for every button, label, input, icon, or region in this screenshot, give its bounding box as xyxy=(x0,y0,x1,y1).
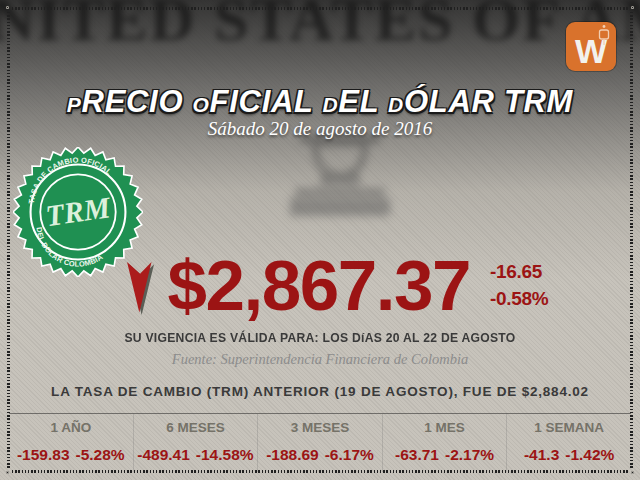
svg-text:W: W xyxy=(575,32,608,70)
